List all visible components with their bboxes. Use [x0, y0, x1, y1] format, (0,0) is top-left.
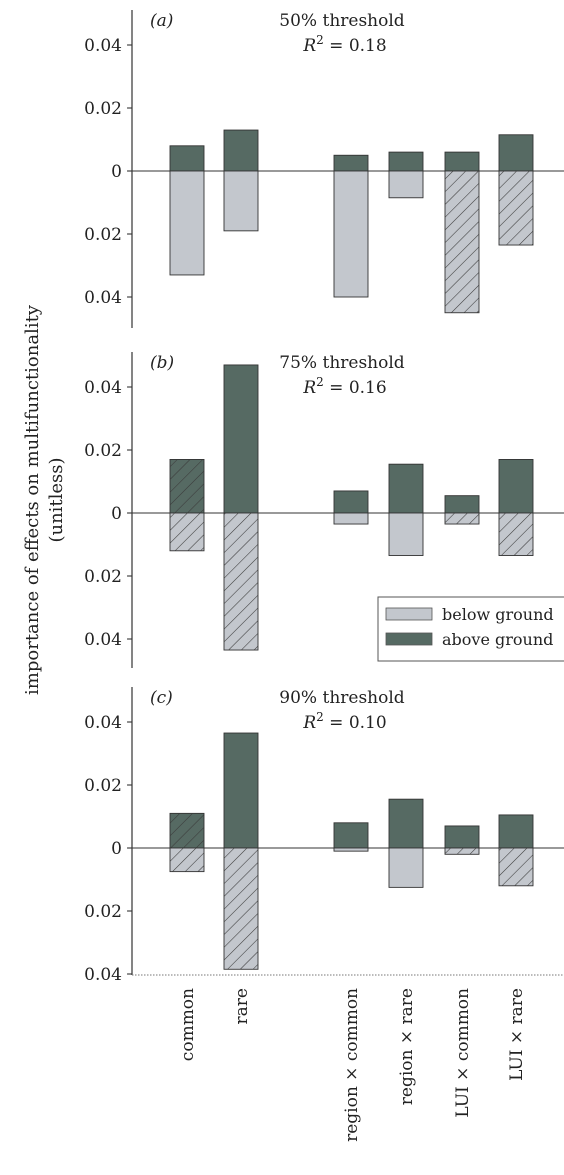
category-label: LUI × common [453, 988, 473, 1118]
bar-below-ground-hatch [224, 513, 258, 651]
legend-label-above-ground: above ground [442, 630, 553, 649]
bar-above-ground [169, 145, 205, 172]
y-tick-label: 0.04 [84, 630, 122, 650]
y-tick-label: 0.04 [84, 713, 122, 733]
bar-below-ground [333, 170, 369, 298]
y-tick-label: 0.04 [84, 288, 122, 308]
bar-below-ground-hatch [445, 848, 479, 855]
y-axis-label-line2: (unitless) [46, 457, 67, 542]
bar-below-ground [388, 512, 424, 556]
panel-letter: (a) [150, 11, 173, 31]
bar-above-ground [333, 490, 369, 514]
y-axis-label: importance of effects on multifunctional… [22, 304, 67, 695]
bar-above-ground [223, 732, 259, 849]
y-tick-label: 0.02 [84, 441, 122, 461]
category-label: LUI × rare [507, 988, 527, 1081]
category-labels: common rare region × common region × rare LU… [178, 988, 527, 1142]
y-tick-label: 0 [111, 839, 122, 859]
y-tick-label: 0.04 [84, 36, 122, 56]
y-axis-label-line1: importance of effects on multifunctional… [22, 304, 43, 695]
panel-r-squared: R2 = 0.10 [302, 710, 386, 733]
y-tick-label: 0 [111, 504, 122, 524]
y-tick-label: 0.02 [84, 567, 122, 587]
bar-below-ground-hatch [445, 513, 479, 525]
bar-above-ground [388, 463, 424, 514]
bar-below-ground [223, 170, 259, 232]
bar-above-ground [333, 822, 369, 849]
bar-above-ground [498, 459, 534, 514]
y-tick-label: 0.04 [84, 378, 122, 398]
legend-swatch-below-ground [385, 607, 433, 621]
y-tick-label: 0.02 [84, 99, 122, 119]
bar-below-ground [169, 170, 205, 276]
bar-above-ground [223, 129, 259, 172]
bar-above-ground [444, 151, 480, 172]
bar-below-ground [333, 847, 369, 852]
bar-below-ground-hatch [499, 171, 533, 246]
bar-above-ground-hatch [170, 459, 204, 513]
bar-below-ground [388, 847, 424, 888]
bar-above-ground [498, 814, 534, 849]
category-label: region × common [342, 988, 362, 1142]
y-tick-label: 0.02 [84, 776, 122, 796]
bar-below-ground [388, 170, 424, 199]
bar-below-ground-hatch [499, 513, 533, 556]
category-label: rare [232, 988, 252, 1024]
bar-above-ground [444, 495, 480, 514]
y-tick-label: 0.02 [84, 902, 122, 922]
y-tick-label: 0.04 [84, 965, 122, 985]
bar-below-ground [333, 512, 369, 525]
panel-letter: (c) [150, 688, 173, 708]
bar-below-ground-hatch [499, 848, 533, 886]
panel-title: 90% threshold [279, 688, 405, 708]
bar-above-ground [333, 154, 369, 172]
legend-label-below-ground: below ground [442, 605, 554, 624]
bar-below-ground-hatch [170, 848, 204, 872]
bar-above-ground [388, 798, 424, 849]
panel-title: 75% threshold [279, 353, 405, 373]
category-label: region × rare [397, 988, 417, 1105]
bar-above-ground [444, 825, 480, 849]
bar-above-ground [223, 364, 259, 514]
bar-below-ground-hatch [170, 513, 204, 551]
panel-title: 50% threshold [279, 11, 405, 31]
bar-below-ground-hatch [224, 848, 258, 970]
panel-r-squared: R2 = 0.16 [302, 375, 386, 398]
category-label: common [178, 988, 198, 1061]
bar-below-ground-hatch [445, 171, 479, 313]
bar-above-ground-hatch [170, 813, 204, 848]
panel-letter: (b) [150, 353, 174, 373]
bar-above-ground [498, 134, 534, 172]
y-tick-label: 0.02 [84, 225, 122, 245]
legend: below ground above ground [377, 596, 564, 662]
y-tick-label: 0 [111, 162, 122, 182]
panel-r-squared: R2 = 0.18 [302, 33, 386, 56]
legend-swatch-above-ground [385, 632, 433, 646]
bar-above-ground [388, 151, 424, 172]
